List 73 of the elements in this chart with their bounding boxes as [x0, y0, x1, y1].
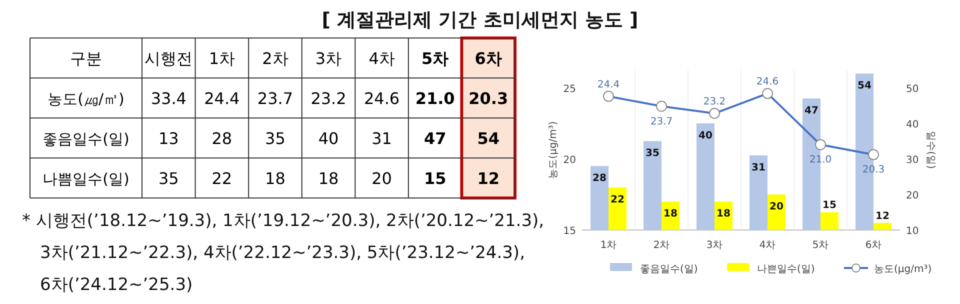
y-tick-label: 20 — [563, 154, 576, 166]
x-tick-label: 5차 — [422, 49, 449, 68]
y2-axis-title: 일수(일) — [925, 131, 936, 169]
text: 3차(’21.12~’22.3), 4차(’22.12~’23.3), 5차(’23.12~’24.3), — [40, 243, 525, 263]
x-tick-label: 6차 — [865, 240, 882, 251]
x-tick-label: 4차 — [368, 49, 395, 68]
data-label: 24.6 — [364, 89, 400, 108]
y2-tick-label: 30 — [906, 154, 919, 166]
x-tick-label: 6차 — [474, 49, 502, 68]
data-label: 20.3 — [468, 89, 508, 108]
data-label: 22 — [212, 169, 232, 188]
data-label: 35 — [265, 129, 286, 148]
y2-tick-label: 40 — [906, 119, 919, 130]
data-label: 20.3 — [862, 164, 885, 176]
data-label: 28 — [212, 129, 232, 148]
data-label: 24.6 — [756, 76, 779, 88]
data-label: 15 — [822, 200, 836, 212]
x-tick-label: 5차 — [812, 240, 829, 251]
data-label: 28 — [592, 173, 606, 184]
data-label: 40 — [318, 129, 339, 148]
text: 6차(’24.12~’25.3) — [40, 275, 193, 295]
x-tick-label: 2차 — [262, 49, 288, 68]
data-label: 40 — [698, 130, 712, 142]
y-tick-label: 15 — [563, 226, 576, 237]
data-label: 18 — [664, 208, 678, 220]
data-label: 47 — [804, 105, 818, 116]
x-tick-label: 4차 — [759, 240, 776, 251]
data-label: 35 — [646, 148, 660, 160]
x-tick-label: 1차 — [600, 240, 617, 251]
data-label: 15 — [424, 169, 446, 188]
y2-tick-label: 10 — [906, 226, 919, 237]
y-tick-label: 농도(㎍/㎥) — [48, 90, 124, 108]
data-label: 24.4 — [597, 79, 620, 90]
y-tick-label: 25 — [563, 84, 576, 95]
x-tick-label: 시행전 — [144, 49, 193, 68]
data-label: 23.2 — [310, 89, 346, 108]
x-tick-label: 3차 — [315, 49, 342, 68]
text: * 시행전(’18.12~’19.3), 1차(’19.12~’20.3), 2차(’20.12~’21.3), — [22, 211, 544, 231]
y-tick-label: 좋음일수(일) — [42, 130, 130, 148]
data-label: 21.0 — [809, 154, 832, 166]
y2-tick-label: 50 — [906, 84, 919, 95]
data-label: 20 — [770, 201, 784, 212]
data-label: 23.2 — [703, 96, 726, 108]
data-label: 54 — [477, 129, 500, 148]
data-label: 18 — [265, 169, 286, 188]
chart-title: [ 계절관리제 기간 초미세먼지 농도 ] — [322, 9, 638, 31]
x-tick-label: 2차 — [653, 240, 670, 251]
data-label: 33.4 — [150, 89, 186, 108]
y-tick-label: 나쁨일수(일) — [42, 170, 130, 188]
data-label: 47 — [424, 129, 446, 148]
legend-label: 나쁜일수(일) — [757, 264, 815, 275]
data-label: 13 — [158, 129, 179, 148]
data-label: 23.7 — [257, 89, 294, 108]
legend-label: 농도(μg/m³) — [874, 264, 932, 275]
data-label: 18 — [318, 169, 339, 188]
text: 구분 — [70, 49, 102, 68]
data-label: 31 — [372, 129, 392, 148]
data-label: 23.7 — [650, 116, 673, 128]
x-tick-label: 3차 — [706, 240, 723, 251]
data-label: 24.4 — [204, 89, 240, 108]
data-label: 22 — [610, 194, 624, 206]
data-label: 18 — [716, 208, 730, 220]
y2-tick-label: 20 — [906, 190, 919, 202]
data-label: 31 — [752, 162, 766, 174]
y-axis-title: 농도(μg/m³) — [548, 121, 559, 179]
data-label: 20 — [372, 169, 392, 188]
data-label: 35 — [158, 169, 179, 188]
data-label: 12 — [876, 210, 890, 222]
data-label: 21.0 — [415, 89, 455, 108]
x-tick-label: 1차 — [208, 49, 236, 68]
legend-label: 좋음일수(일) — [640, 264, 698, 275]
data-label: 12 — [477, 169, 500, 188]
data-label: 54 — [858, 80, 872, 92]
